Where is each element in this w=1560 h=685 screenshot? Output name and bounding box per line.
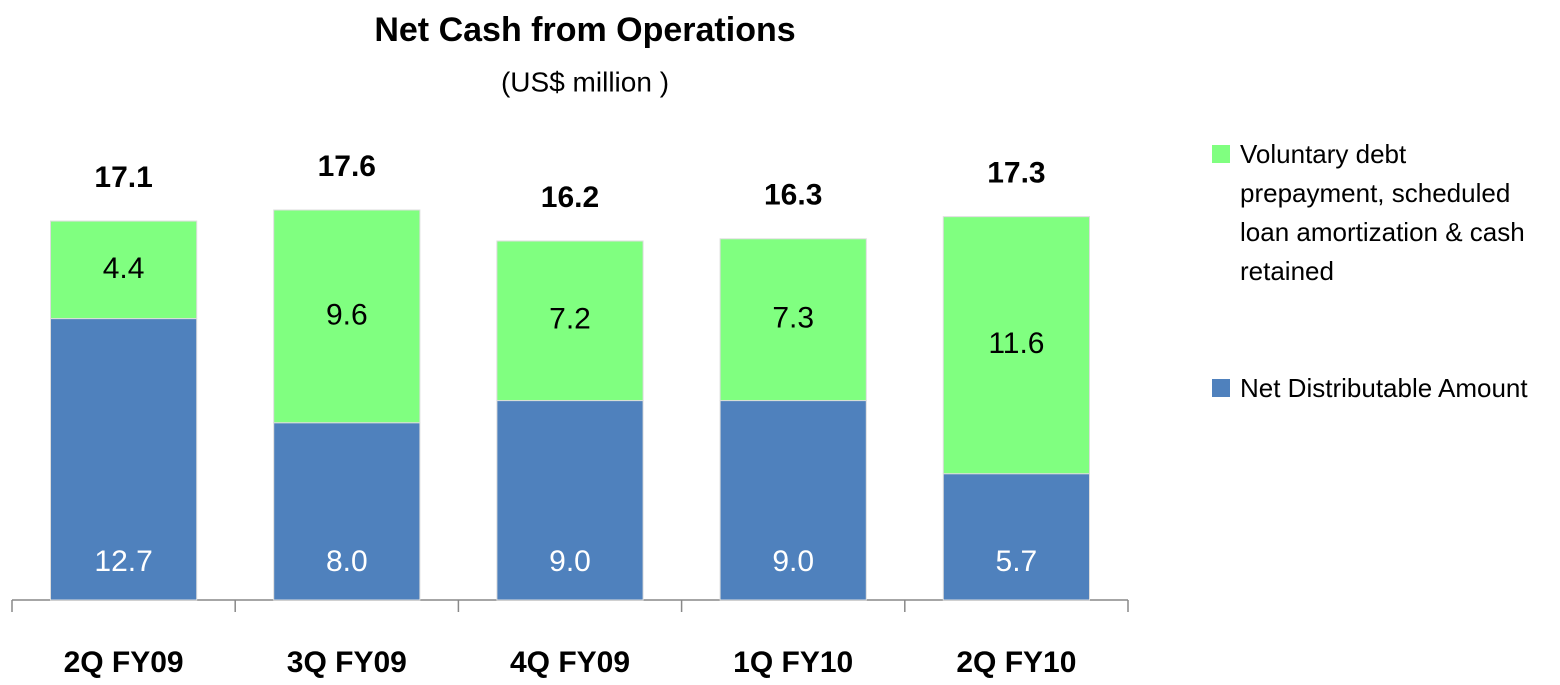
- total-label: 16.2: [541, 181, 599, 214]
- data-label: 9.6: [326, 298, 368, 331]
- chart-title: Net Cash from Operations: [374, 11, 795, 49]
- legend-swatch: [1212, 379, 1230, 397]
- legend-item: Voluntary debt prepayment, scheduled loa…: [1212, 135, 1552, 291]
- x-tick-label: 1Q FY10: [733, 646, 853, 679]
- bar-segment: [719, 238, 867, 402]
- legend-label: Voluntary debt prepayment, scheduled loa…: [1240, 139, 1525, 286]
- x-tick-label: 4Q FY09: [510, 646, 630, 679]
- bar-segment: [50, 318, 198, 601]
- legend-label: Net Distributable Amount: [1240, 373, 1528, 403]
- data-label: 9.0: [772, 545, 814, 578]
- total-label: 17.1: [94, 161, 152, 194]
- x-tick-label: 2Q FY09: [64, 646, 184, 679]
- x-tick-label: 3Q FY09: [287, 646, 407, 679]
- bar-segment: [496, 240, 644, 402]
- total-label: 17.3: [987, 157, 1045, 190]
- data-label: 7.3: [772, 302, 814, 335]
- bar-segment: [273, 209, 421, 424]
- x-tick-label: 2Q FY10: [956, 646, 1076, 679]
- data-label: 4.4: [103, 252, 145, 285]
- legend: Voluntary debt prepayment, scheduled loa…: [1212, 135, 1552, 408]
- bar-segment: [50, 220, 198, 320]
- data-label: 9.0: [549, 545, 591, 578]
- total-label: 17.6: [318, 150, 376, 183]
- bar-segment: [273, 422, 421, 601]
- bar-segment: [942, 473, 1090, 601]
- data-label: 11.6: [988, 327, 1044, 360]
- data-label: 12.7: [94, 545, 152, 578]
- bar-segment: [942, 216, 1090, 475]
- data-label: 7.2: [549, 303, 591, 336]
- legend-item: Net Distributable Amount: [1212, 369, 1552, 408]
- legend-swatch: [1212, 145, 1230, 163]
- bar-segment: [496, 400, 644, 601]
- chart-subtitle: (US$ million ): [501, 66, 669, 97]
- bar-segment: [719, 400, 867, 601]
- total-label: 16.3: [764, 179, 822, 212]
- data-label: 8.0: [326, 545, 368, 578]
- data-label: 5.7: [996, 545, 1038, 578]
